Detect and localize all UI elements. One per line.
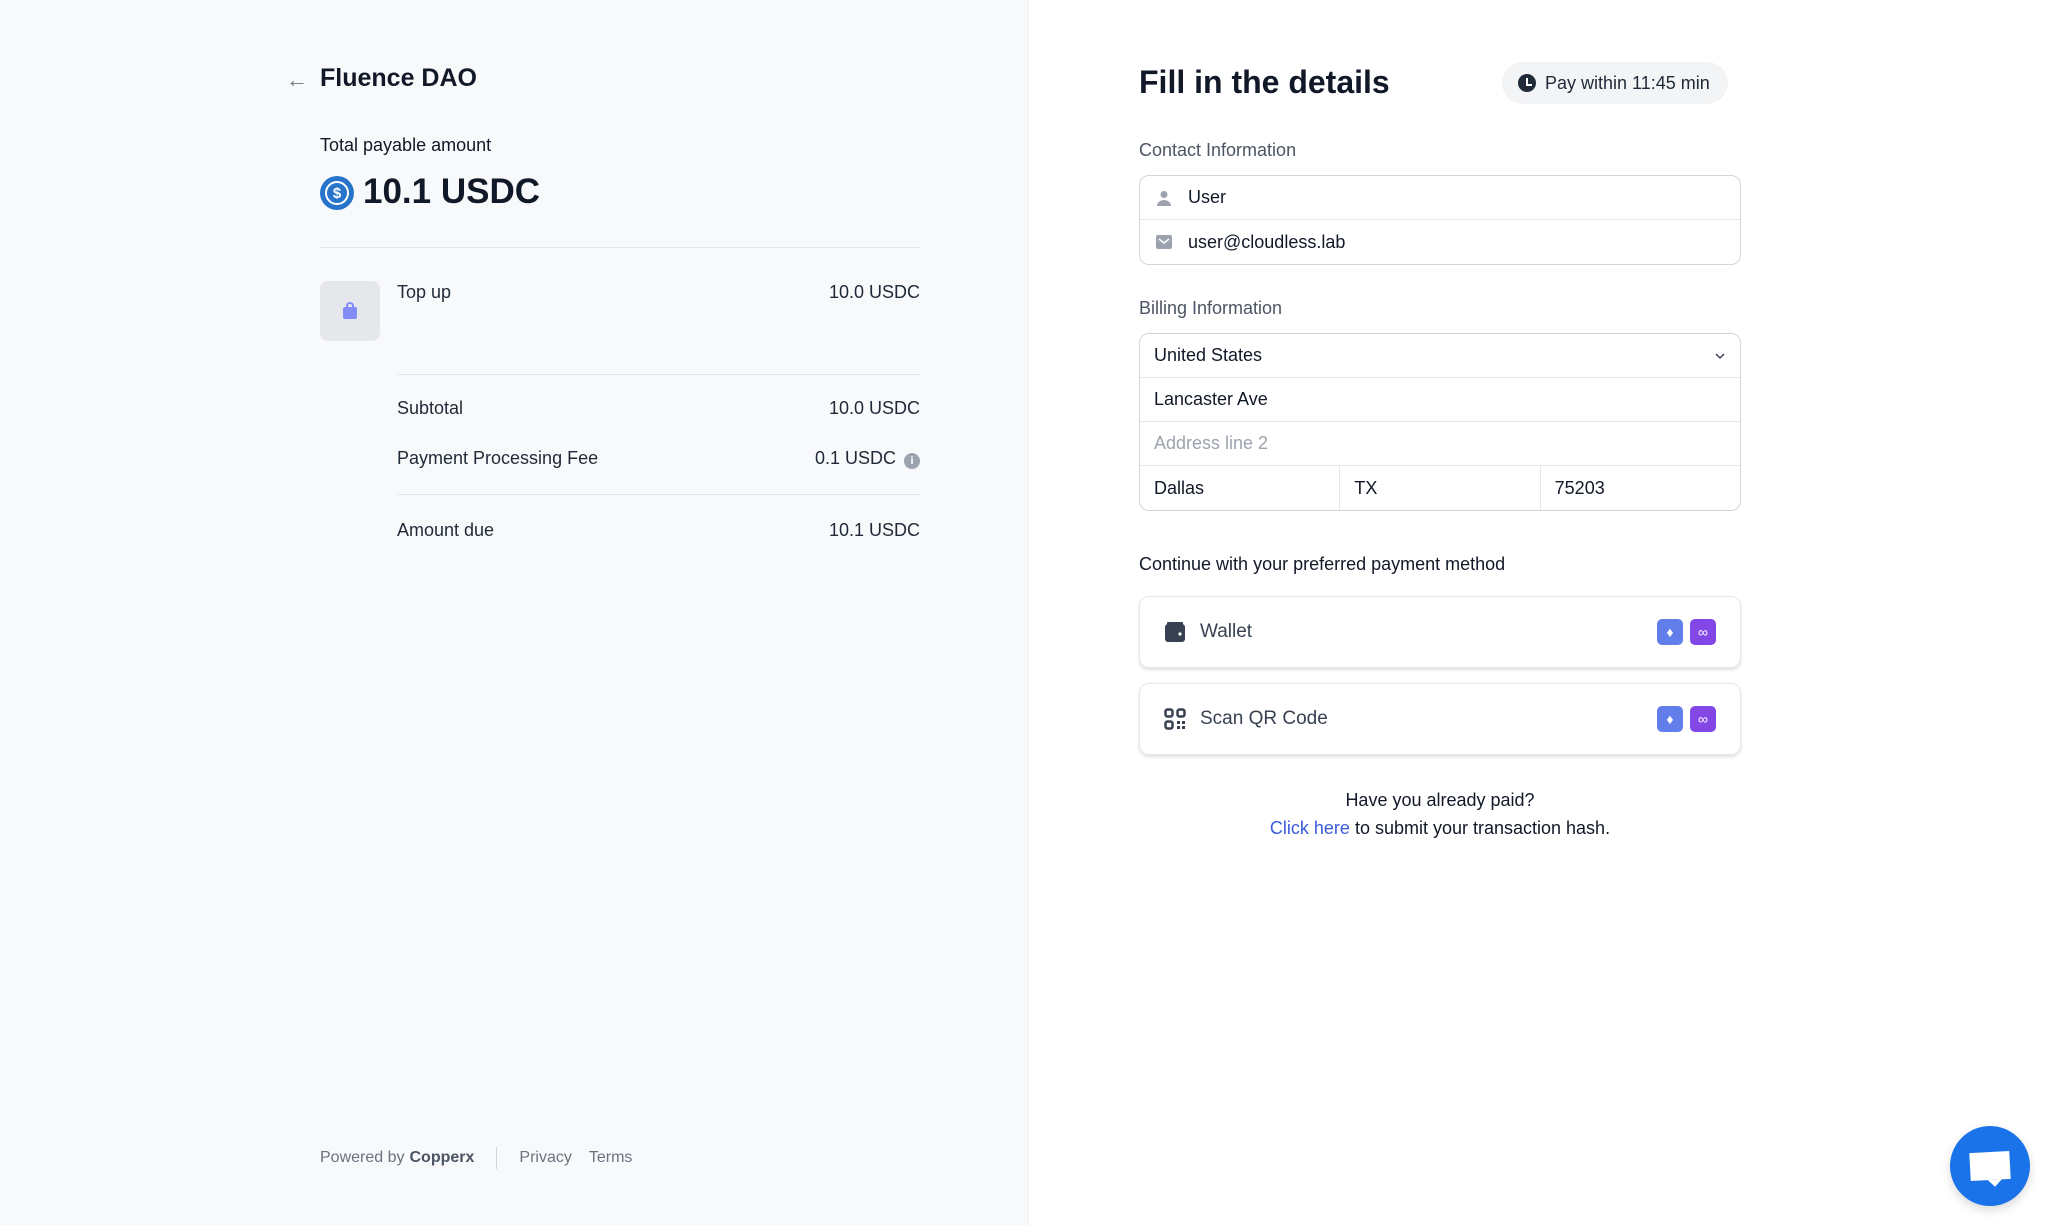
scan-qr-label: Scan QR Code [1200, 708, 1328, 729]
email-value: user@cloudless.lab [1188, 231, 1346, 252]
submit-hash-text: to submit your transaction hash. [1349, 818, 1611, 838]
ethereum-icon: ♦ [1657, 619, 1683, 645]
total-label: Total payable amount [320, 135, 492, 155]
already-paid-question: Have you already paid? [1345, 790, 1535, 810]
submit-hash-link[interactable]: Click here [1269, 818, 1350, 838]
state-input[interactable]: TX [1340, 466, 1541, 510]
due-value: 10.1 USDC [828, 520, 920, 540]
payment-method-label: Continue with your preferred payment met… [1139, 554, 1506, 574]
divider [397, 494, 920, 495]
polygon-icon: ∞ [1690, 706, 1716, 732]
details-panel: Fill in the details Pay within 11:45 min… [1029, 0, 2048, 1225]
product-thumbnail [320, 281, 380, 341]
line-item: Top up 10.0 USDC [397, 282, 920, 303]
country-value: United States [1154, 345, 1263, 365]
item-name: Top up [397, 282, 452, 302]
divider [320, 247, 920, 248]
scan-qr-option[interactable]: Scan QR Code ♦ ∞ [1139, 683, 1741, 755]
wallet-label: Wallet [1200, 621, 1253, 642]
name-field[interactable]: User [1140, 176, 1740, 220]
clock-icon [1518, 74, 1536, 92]
subtotal-value: 10.0 USDC [828, 398, 920, 418]
zip-input[interactable]: 75203 [1554, 477, 1605, 498]
merchant-name: Fluence DAO [320, 64, 477, 92]
privacy-link[interactable]: Privacy [519, 1149, 572, 1166]
contact-label: Contact Information [1139, 140, 1297, 160]
contact-box: User user@cloudless.lab [1139, 175, 1741, 265]
usdc-icon: $ [320, 176, 354, 210]
divider [397, 374, 920, 375]
divider [496, 1147, 498, 1169]
page-title: Fill in the details [1139, 64, 1390, 100]
amount-due-row: Amount due 10.1 USDC [397, 520, 920, 541]
item-price: 10.0 USDC [828, 282, 920, 302]
subtotal-row: Subtotal 10.0 USDC [397, 398, 920, 419]
terms-link[interactable]: Terms [588, 1149, 633, 1166]
polygon-icon: ∞ [1690, 619, 1716, 645]
total-amount: 10.1 USDC [363, 172, 541, 211]
powered-by: Powered by [320, 1149, 405, 1166]
city-state-zip-row: Dallas TX 75203 [1140, 466, 1740, 510]
fee-value: 0.1 USDC [814, 448, 896, 468]
user-icon [1154, 190, 1174, 206]
timer-badge: Pay within 11:45 min [1502, 62, 1728, 104]
billing-label: Billing Information [1139, 298, 1283, 318]
order-summary-panel: ← Fluence DAO Total payable amount $ 10.… [286, 0, 1029, 1225]
already-paid-section: Have you already paid? Click here to sub… [1139, 786, 1741, 842]
fee-row: Payment Processing Fee 0.1 USDC i [397, 448, 920, 469]
address-line1-input[interactable]: Lancaster Ave [1140, 378, 1740, 422]
brand-link[interactable]: Copperx [409, 1149, 475, 1166]
qr-code-icon [1164, 708, 1186, 730]
fee-label: Payment Processing Fee [397, 448, 599, 468]
chat-icon [1969, 1150, 2011, 1182]
billing-box: United States Lancaster Ave Address line… [1139, 333, 1741, 511]
subtotal-label: Subtotal [397, 398, 464, 418]
name-value: User [1188, 187, 1227, 207]
info-icon[interactable]: i [904, 453, 920, 469]
mail-icon [1154, 235, 1174, 249]
back-arrow-icon[interactable]: ← [286, 67, 308, 92]
address-line2-input[interactable]: Address line 2 [1140, 422, 1740, 466]
wallet-option[interactable]: Wallet ♦ ∞ [1139, 596, 1741, 668]
shopping-bag-icon [343, 302, 357, 319]
footer: Powered by Copperx Privacy Terms [320, 1147, 632, 1169]
timer-text: Pay within 11:45 min [1545, 72, 1710, 93]
chevron-down-icon [1715, 352, 1725, 359]
city-input[interactable]: Dallas [1140, 466, 1341, 510]
country-select[interactable]: United States [1140, 334, 1740, 378]
email-field[interactable]: user@cloudless.lab [1140, 220, 1740, 264]
wallet-icon [1165, 622, 1185, 642]
due-label: Amount due [397, 520, 495, 540]
chat-button[interactable] [1950, 1126, 2030, 1206]
ethereum-icon: ♦ [1657, 706, 1683, 732]
